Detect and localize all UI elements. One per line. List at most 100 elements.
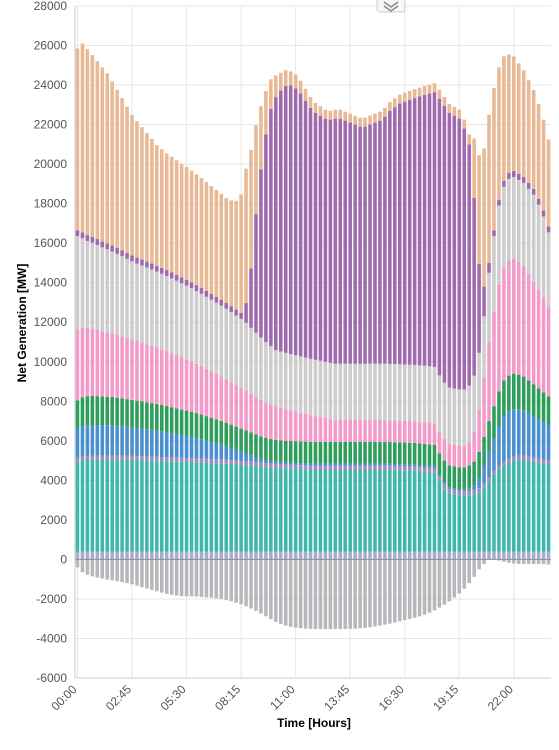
bar-segment <box>298 441 303 464</box>
negative-bar <box>422 559 427 615</box>
axes <box>74 6 551 679</box>
bar-segment <box>105 551 110 560</box>
bar-segment <box>368 469 372 552</box>
bar-segment <box>135 121 139 258</box>
bar-segment <box>447 487 452 490</box>
bar-segment <box>174 434 179 458</box>
bar-segment <box>477 551 481 560</box>
bar-segment <box>358 126 362 364</box>
bar-segment <box>462 551 467 560</box>
negative-bar <box>437 559 442 608</box>
bar-segment <box>130 551 134 560</box>
bar-segment <box>452 551 457 560</box>
bar-segment <box>407 90 412 100</box>
bar-segment <box>259 466 263 552</box>
bar-segment <box>343 120 348 364</box>
bar-segment <box>417 471 422 552</box>
bar-segment <box>85 327 90 397</box>
bar-segment <box>209 371 214 418</box>
bar-segment <box>125 252 129 259</box>
bar-segment <box>373 465 377 470</box>
bar-segment <box>412 466 417 471</box>
bar-segment <box>259 458 263 463</box>
bar-segment <box>155 145 159 266</box>
bar-segment <box>184 551 189 560</box>
bar-segment <box>85 235 90 242</box>
bar-segment <box>254 466 258 552</box>
series-1 <box>75 459 551 552</box>
bar-segment <box>516 551 521 560</box>
bar-segment <box>174 160 179 275</box>
negative-bar <box>239 559 243 605</box>
bar-segment <box>283 70 288 87</box>
negative-bar <box>363 559 367 628</box>
bar-segment <box>368 420 372 442</box>
chart-menu-button[interactable] <box>376 0 406 13</box>
bar-segment <box>318 360 323 418</box>
bar-segment <box>467 491 471 496</box>
bar-segment <box>288 71 293 86</box>
bar-segment <box>145 551 149 560</box>
bar-segment <box>531 457 536 462</box>
bar-segment <box>358 551 362 560</box>
bar-segment <box>130 339 134 400</box>
bar-segment <box>536 204 541 290</box>
bar-segment <box>343 363 348 421</box>
bar-segment <box>219 444 224 460</box>
bar-segment <box>174 551 179 560</box>
bar-segment <box>229 382 233 425</box>
bar-segment <box>318 441 323 464</box>
bar-segment <box>477 410 481 452</box>
bar-segment <box>442 460 447 483</box>
series-2 <box>75 455 551 496</box>
bar-segment <box>80 238 85 329</box>
negative-bar <box>199 559 204 597</box>
stacked-bars <box>75 43 551 560</box>
bar-segment <box>507 260 511 376</box>
bar-segment <box>95 425 100 456</box>
bar-segment <box>239 464 243 552</box>
bar-segment <box>199 439 204 459</box>
bar-segment <box>204 296 209 369</box>
bar-segment <box>348 441 352 464</box>
bar-segment <box>323 465 328 470</box>
bar-segment <box>457 118 462 390</box>
bar-segment <box>159 457 164 461</box>
bar-segment <box>467 465 471 489</box>
bar-segment <box>298 469 303 552</box>
bar-segment <box>179 277 184 284</box>
bar-segment <box>100 67 105 242</box>
bar-segment <box>159 405 164 432</box>
bar-segment <box>219 551 224 560</box>
bar-segment <box>328 110 333 120</box>
negative-bar <box>80 559 85 573</box>
y-tick-label: -4000 <box>36 631 67 645</box>
bar-segment <box>179 457 184 462</box>
bar-segment <box>194 551 199 560</box>
bar-segment <box>422 551 427 560</box>
bar-segment <box>274 463 278 468</box>
bar-segment <box>115 425 119 456</box>
bar-segment <box>353 551 357 560</box>
bar-segment <box>348 122 352 364</box>
bar-segment <box>125 399 129 427</box>
bar-segment <box>199 414 204 440</box>
bar-segment <box>348 465 352 470</box>
bar-segment <box>164 153 169 271</box>
bar-segment <box>383 363 387 421</box>
bar-segment <box>472 551 476 560</box>
bar-segment <box>388 102 392 111</box>
bar-segment <box>155 551 159 560</box>
bar-segment <box>145 344 149 403</box>
bar-segment <box>155 460 159 552</box>
bar-segment <box>328 419 333 442</box>
bar-segment <box>278 351 283 408</box>
negative-bar <box>348 559 352 629</box>
bar-segment <box>288 441 293 463</box>
bar-segment <box>497 205 501 285</box>
bar-segment <box>472 485 476 491</box>
bar-segment <box>368 363 372 421</box>
bar-segment <box>293 551 298 560</box>
bar-segment <box>150 460 154 552</box>
